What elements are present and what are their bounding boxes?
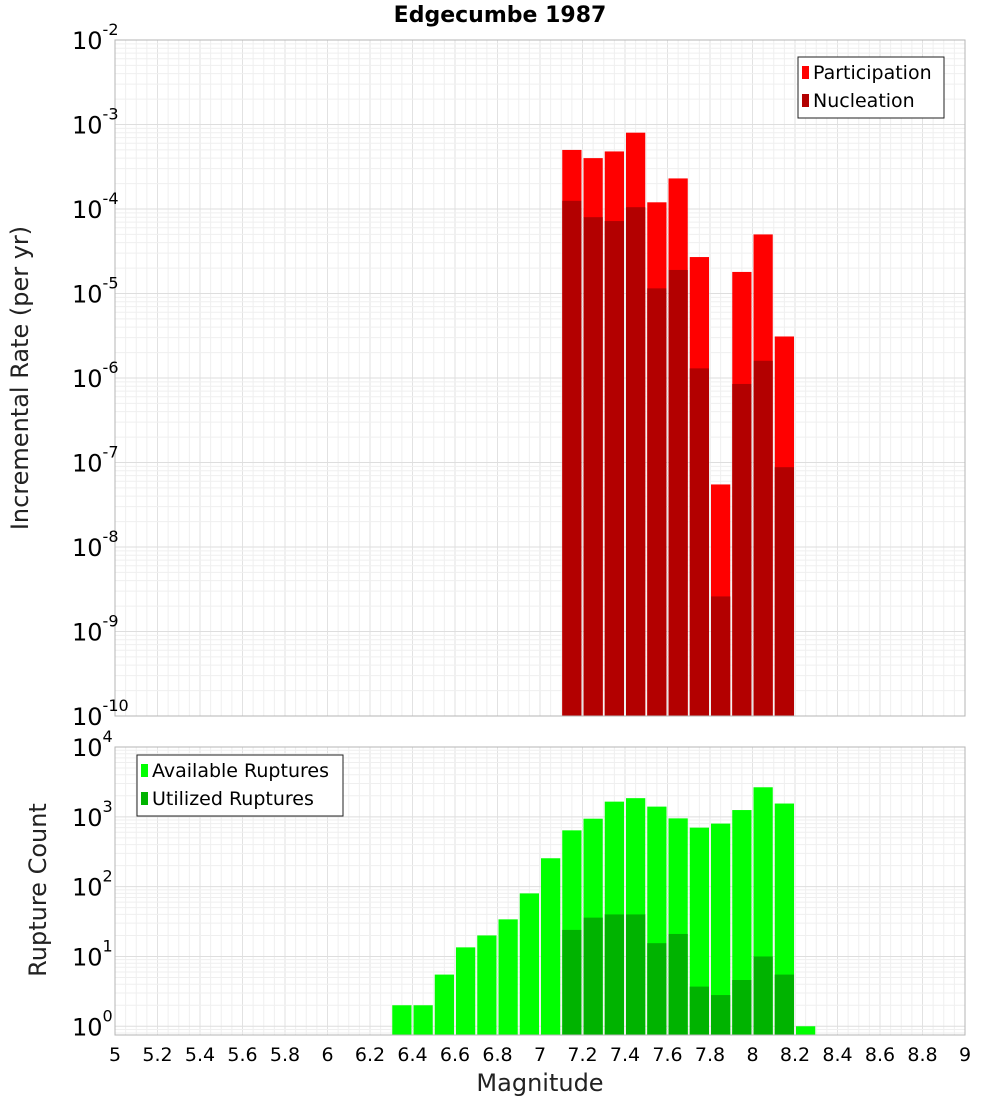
top-legend: Participation Nucleation [797, 56, 945, 119]
bottom-bar-utilized-ruptures [732, 980, 752, 1035]
x-tick-label: 6.8 [482, 1044, 512, 1066]
legend-swatch-utilized-ruptures [141, 792, 148, 805]
bottom-legend-box [136, 754, 344, 817]
bottom-bar-available-ruptures [541, 858, 561, 1035]
bottom-bar-available-ruptures [477, 935, 497, 1035]
x-tick-label: 6.2 [355, 1044, 385, 1066]
top-bar-nucleation [604, 221, 624, 716]
top-bar-nucleation [689, 368, 709, 716]
x-tick-label: 6.6 [440, 1044, 470, 1066]
bottom-bar-utilized-ruptures [583, 917, 603, 1035]
bottom-y-tick-label: 103 [72, 797, 113, 832]
bottom-bar-available-ruptures [434, 974, 454, 1035]
bottom-y-ticks: 100 101 102 103 104 [72, 727, 113, 1041]
bottom-bar-available-ruptures [456, 947, 476, 1035]
top-bar-nucleation [668, 269, 688, 716]
top-bar-nucleation [732, 383, 752, 716]
bottom-bar-utilized-ruptures [774, 974, 794, 1035]
top-bars [562, 132, 794, 717]
top-plot-frame [114, 39, 966, 717]
legend-label-utilized-ruptures: Utilized Ruptures [152, 788, 314, 810]
x-tick-label: 5.8 [270, 1044, 300, 1066]
top-y-tick-label: 10-6 [72, 358, 119, 393]
bottom-plot-frame [114, 746, 966, 1036]
x-tick-label: 6.4 [397, 1044, 427, 1066]
bottom-bar-available-ruptures [732, 810, 752, 1035]
x-tick-label: 5.4 [185, 1044, 215, 1066]
top-bar-nucleation [711, 596, 731, 716]
bottom-bar-available-ruptures [392, 1005, 412, 1035]
top-bar-nucleation [753, 360, 773, 716]
bottom-bar-available-ruptures [689, 827, 709, 1035]
chart-title: Edgecumbe 1987 [394, 3, 607, 28]
legend-label-available-ruptures: Available Ruptures [152, 760, 329, 782]
x-tick-label: 6 [321, 1044, 333, 1066]
x-axis-label: Magnitude [476, 1069, 603, 1097]
legend-swatch-available-ruptures [141, 764, 148, 777]
top-bar-nucleation [774, 467, 794, 716]
bottom-bar-available-ruptures [519, 893, 539, 1035]
top-legend-box [797, 56, 945, 119]
x-tick-label: 8.8 [907, 1044, 937, 1066]
top-bar-nucleation [626, 207, 646, 716]
top-y-tick-label: 10-4 [72, 189, 119, 224]
x-tick-label: 8 [746, 1044, 758, 1066]
bottom-y-tick-label: 100 [72, 1006, 113, 1041]
x-tick-label: 7 [534, 1044, 546, 1066]
top-bar-nucleation [562, 200, 582, 717]
x-tick-label: 8.6 [865, 1044, 895, 1066]
top-panel: 10-10 10-9 10-8 10-7 10-6 10-5 10-4 10-3 10-2 Par… [72, 20, 966, 731]
top-y-tick-label: 10-2 [72, 20, 119, 55]
x-ticks: 5 5.2 5.4 5.6 5.8 6 6.2 6.4 6.6 6.8 7 7.2 7.4 7.6 7.8 8… [109, 1044, 971, 1066]
bottom-bar-available-ruptures [498, 919, 518, 1035]
top-y-tick-label: 10-8 [72, 527, 119, 562]
bottom-bars [392, 787, 816, 1035]
x-tick-label: 5.6 [227, 1044, 257, 1066]
top-y-axis-label: Incremental Rate (per yr) [6, 226, 34, 530]
x-tick-label: 8.2 [780, 1044, 810, 1066]
bottom-bar-available-ruptures [413, 1005, 433, 1035]
legend-swatch-participation [802, 66, 809, 79]
bottom-bar-utilized-ruptures [562, 929, 582, 1035]
bottom-grid [114, 747, 966, 1035]
top-bar-nucleation [583, 217, 603, 716]
bottom-y-tick-label: 102 [72, 867, 113, 902]
bottom-bar-utilized-ruptures [689, 986, 709, 1035]
legend-swatch-nucleation [802, 94, 809, 107]
top-y-tick-label: 10-7 [72, 443, 119, 478]
top-bar-nucleation [647, 288, 667, 716]
x-tick-label: 5.2 [142, 1044, 172, 1066]
top-y-tick-label: 10-3 [72, 105, 119, 140]
bottom-y-axis-label: Rupture Count [24, 803, 52, 977]
legend-label-participation: Participation [813, 62, 932, 84]
top-y-tick-label: 10-5 [72, 274, 119, 309]
x-tick-label: 7.6 [652, 1044, 682, 1066]
bottom-bar-utilized-ruptures [626, 914, 646, 1035]
x-tick-label: 8.4 [822, 1044, 852, 1066]
x-tick-label: 7.2 [567, 1044, 597, 1066]
bottom-y-tick-label: 101 [72, 936, 113, 971]
top-y-tick-label: 10-9 [72, 612, 119, 647]
x-tick-label: 5 [109, 1044, 121, 1066]
bottom-bar-utilized-ruptures [604, 914, 624, 1035]
x-tick-label: 9 [959, 1044, 971, 1066]
x-tick-label: 7.4 [610, 1044, 640, 1066]
bottom-panel: 100 101 102 103 104 5 5.2 5.4 5.6 5.8 6 6.2 6.4 6.6 6.… [72, 727, 971, 1066]
bottom-bar-available-ruptures [711, 823, 731, 1035]
top-y-ticks: 10-10 10-9 10-8 10-7 10-6 10-5 10-4 10-3 10-2 [72, 20, 129, 731]
bottom-bar-utilized-ruptures [753, 956, 773, 1035]
bottom-y-tick-label: 104 [72, 727, 113, 762]
top-y-tick-label: 10-10 [72, 696, 129, 731]
bottom-bar-utilized-ruptures [668, 933, 688, 1035]
bottom-bar-utilized-ruptures [647, 943, 667, 1035]
legend-label-nucleation: Nucleation [813, 90, 915, 112]
x-tick-label: 7.8 [695, 1044, 725, 1066]
bottom-bar-utilized-ruptures [711, 995, 731, 1035]
bottom-legend: Available Ruptures Utilized Ruptures [136, 754, 344, 817]
top-grid [114, 40, 966, 717]
bottom-bar-available-ruptures [796, 1026, 816, 1035]
